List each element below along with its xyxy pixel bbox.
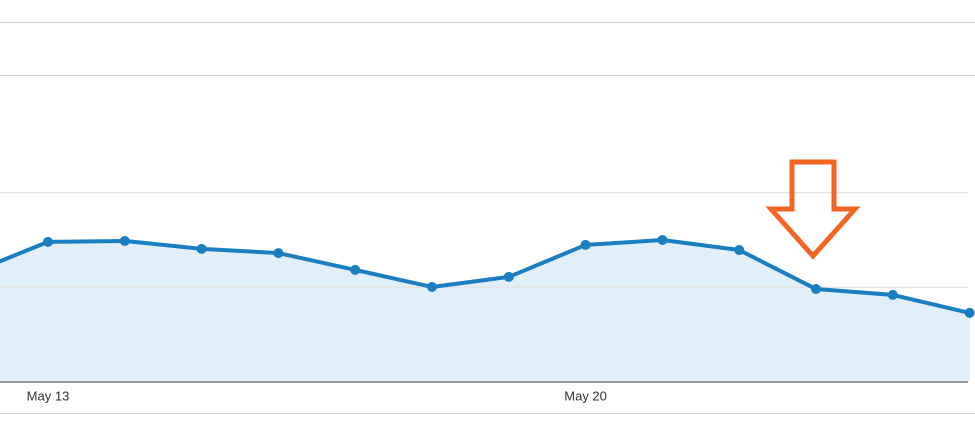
point — [964, 307, 975, 318]
point — [887, 289, 898, 300]
point — [273, 248, 284, 259]
point — [580, 239, 591, 250]
point — [734, 245, 745, 256]
point — [503, 271, 514, 282]
point — [119, 235, 130, 246]
x-tick-label: May 13 — [27, 388, 70, 403]
point — [811, 284, 821, 295]
point — [657, 235, 668, 245]
area — [0, 240, 970, 382]
point — [43, 236, 53, 247]
point — [196, 243, 207, 254]
point — [427, 281, 437, 292]
arrow-annotation — [765, 159, 861, 260]
x-tick-label: May 20 — [564, 388, 607, 403]
point — [350, 264, 361, 275]
plot: May 13 May 20 — [0, 191, 975, 403]
